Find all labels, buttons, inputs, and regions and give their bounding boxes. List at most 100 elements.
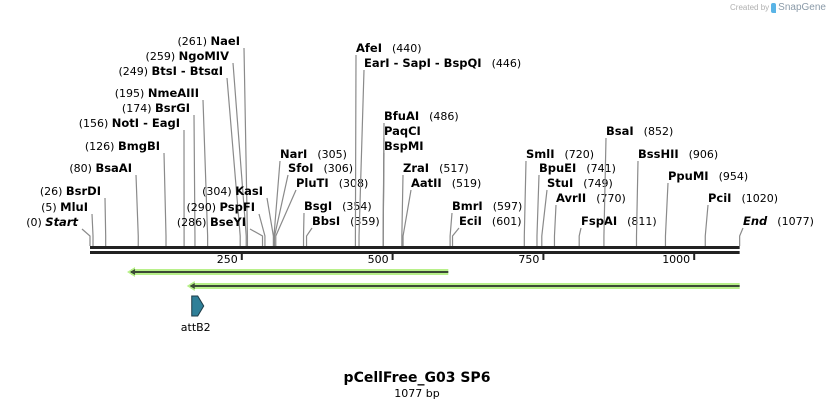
enzyme-name: PciI	[708, 191, 731, 205]
enzyme-site[interactable]: BbsI (359)	[305, 214, 380, 246]
enzyme-site[interactable]: End (1077)	[739, 214, 814, 246]
enzyme-site[interactable]: (126) BmgBI	[85, 139, 167, 246]
enzyme-site[interactable]: FspAI (811)	[578, 214, 657, 246]
ruler-tick-label: 750	[518, 253, 539, 266]
ruler-tick	[542, 251, 545, 260]
enzyme-name: BbsI	[312, 214, 340, 228]
enzyme-site[interactable]: PpuMI (954)	[664, 169, 749, 246]
enzyme-name: NotI - EagI	[112, 116, 180, 130]
enzyme-name: StuI	[547, 176, 573, 190]
enzyme-site[interactable]: BmrI (597)	[449, 199, 522, 246]
enzyme-site[interactable]: AfeI (440)	[354, 41, 422, 246]
enzyme-position: (5)	[41, 201, 60, 214]
enzyme-name: NaeI	[211, 34, 240, 48]
svg-text:PciI(1020): PciI (1020)	[708, 191, 778, 205]
enzyme-site[interactable]: AvrII (770)	[553, 191, 626, 246]
svg-text:EciI(601): EciI (601)	[459, 214, 522, 228]
svg-text:SfoI(306): SfoI (306)	[288, 161, 353, 175]
enzyme-position: (305)	[317, 148, 347, 161]
enzyme-name: BsrGI	[155, 101, 190, 115]
enzyme-site[interactable]: (290) PspFI	[186, 200, 266, 246]
enzyme-position: (446)	[492, 57, 522, 70]
enzyme-site[interactable]: BssHII (906)	[635, 147, 718, 246]
primer-feature[interactable]	[127, 267, 449, 277]
enzyme-site[interactable]: EciI (601)	[451, 214, 522, 246]
snapgene-credit: Created by SnapGene	[730, 2, 826, 13]
enzyme-position: (304)	[202, 185, 235, 198]
enzyme-position: (601)	[492, 215, 522, 228]
enzyme-position: (308)	[339, 177, 369, 190]
enzyme-name: BfuAI	[384, 109, 419, 123]
svg-text:(0) Start: (0) Start	[26, 215, 78, 229]
enzyme-site[interactable]: BspMI	[382, 139, 424, 246]
svg-text:BspMI: BspMI	[384, 139, 424, 153]
enzyme-name: SmlI	[526, 147, 555, 161]
enzyme-name: BsrDI	[66, 184, 101, 198]
svg-text:(195) NmeAIII: (195) NmeAIII	[115, 86, 199, 100]
enzyme-name: NgoMIV	[179, 49, 229, 63]
svg-text:(174) BsrGI: (174) BsrGI	[122, 101, 190, 115]
enzyme-name: BsaAI	[95, 161, 132, 175]
svg-text:(286) BseYI: (286) BseYI	[177, 215, 246, 229]
enzyme-position: (811)	[627, 215, 657, 228]
enzyme-site[interactable]: (5) MluI	[41, 200, 94, 246]
enzyme-position: (249)	[118, 65, 151, 78]
enzyme-position: (954)	[719, 170, 749, 183]
enzyme-site[interactable]: StuI (749)	[541, 176, 613, 246]
enzyme-site[interactable]: NarI (305)	[273, 147, 347, 246]
enzyme-position: (517)	[439, 162, 469, 175]
enzyme-site[interactable]: PciI (1020)	[704, 191, 778, 246]
ruler-tick-label: 1000	[662, 253, 690, 266]
attb2-feature[interactable]: attB2	[181, 295, 211, 334]
enzyme-site[interactable]: (261) NaeI	[177, 34, 249, 246]
enzyme-site[interactable]: (286) BseYI	[177, 215, 264, 246]
enzyme-site[interactable]: (249) BtsI - BtsαI	[118, 64, 241, 246]
enzyme-position: (306)	[323, 162, 353, 175]
enzyme-site[interactable]: SmlI (720)	[523, 147, 594, 246]
enzyme-position: (26)	[40, 185, 66, 198]
enzyme-site[interactable]: SfoI (306)	[273, 161, 353, 246]
primer-feature[interactable]	[186, 281, 740, 291]
enzyme-position: (195)	[115, 87, 148, 100]
enzyme-name: BpuEI	[539, 161, 576, 175]
enzyme-site[interactable]: BsaI (852)	[603, 124, 673, 246]
enzyme-position: (770)	[596, 192, 626, 205]
enzyme-site[interactable]: (26) BsrDI	[40, 184, 107, 246]
enzyme-site[interactable]: AatII (519)	[402, 176, 481, 246]
svg-text:AatII(519): AatII (519)	[411, 176, 481, 190]
svg-text:(259) NgoMIV: (259) NgoMIV	[146, 49, 230, 63]
enzyme-position: (80)	[69, 162, 95, 175]
ruler-tick	[240, 251, 243, 260]
enzyme-site[interactable]: (0) Start	[26, 215, 91, 246]
svg-text:AvrII(770): AvrII (770)	[556, 191, 626, 205]
snapgene-logo-icon	[771, 2, 777, 13]
enzyme-position: (290)	[186, 201, 219, 214]
enzyme-name: PpuMI	[668, 169, 709, 183]
enzyme-site[interactable]: EarI - SapI - BspQI (446)	[358, 56, 522, 246]
enzyme-site[interactable]: (156) NotI - EagI	[79, 116, 185, 246]
enzyme-site[interactable]: BpuEI (741)	[536, 161, 616, 246]
enzyme-site[interactable]: (174) BsrGI	[122, 101, 196, 246]
backbone-bottom	[90, 251, 740, 254]
svg-text:BmrI(597): BmrI (597)	[452, 199, 522, 213]
enzyme-site[interactable]: (80) BsaAI	[69, 161, 139, 246]
svg-text:(261) NaeI: (261) NaeI	[177, 34, 240, 48]
svg-text:(80) BsaAI: (80) BsaAI	[69, 161, 132, 175]
enzyme-name: End	[743, 214, 768, 228]
enzyme-site[interactable]: (304) KasI	[202, 184, 274, 246]
enzyme-name: FspAI	[581, 214, 617, 228]
svg-text:BsgI(354): BsgI (354)	[304, 199, 372, 213]
enzyme-name: BseYI	[210, 215, 246, 229]
enzyme-site[interactable]: (195) NmeAIII	[115, 86, 209, 246]
enzyme-site[interactable]: ZraI (517)	[401, 161, 469, 246]
enzyme-name: NarI	[280, 147, 307, 161]
svg-text:(156) NotI - EagI: (156) NotI - EagI	[79, 116, 180, 130]
enzyme-position: (261)	[177, 35, 210, 48]
enzyme-site[interactable]: BsgI (354)	[302, 199, 372, 246]
ruler-tick	[693, 251, 696, 260]
enzyme-site[interactable]: (259) NgoMIV	[146, 49, 247, 246]
enzyme-position: (286)	[177, 216, 210, 229]
enzyme-position: (174)	[122, 102, 155, 115]
plasmid-title: pCellFree_G03 SP6	[343, 370, 491, 386]
enzyme-position: (1020)	[741, 192, 778, 205]
